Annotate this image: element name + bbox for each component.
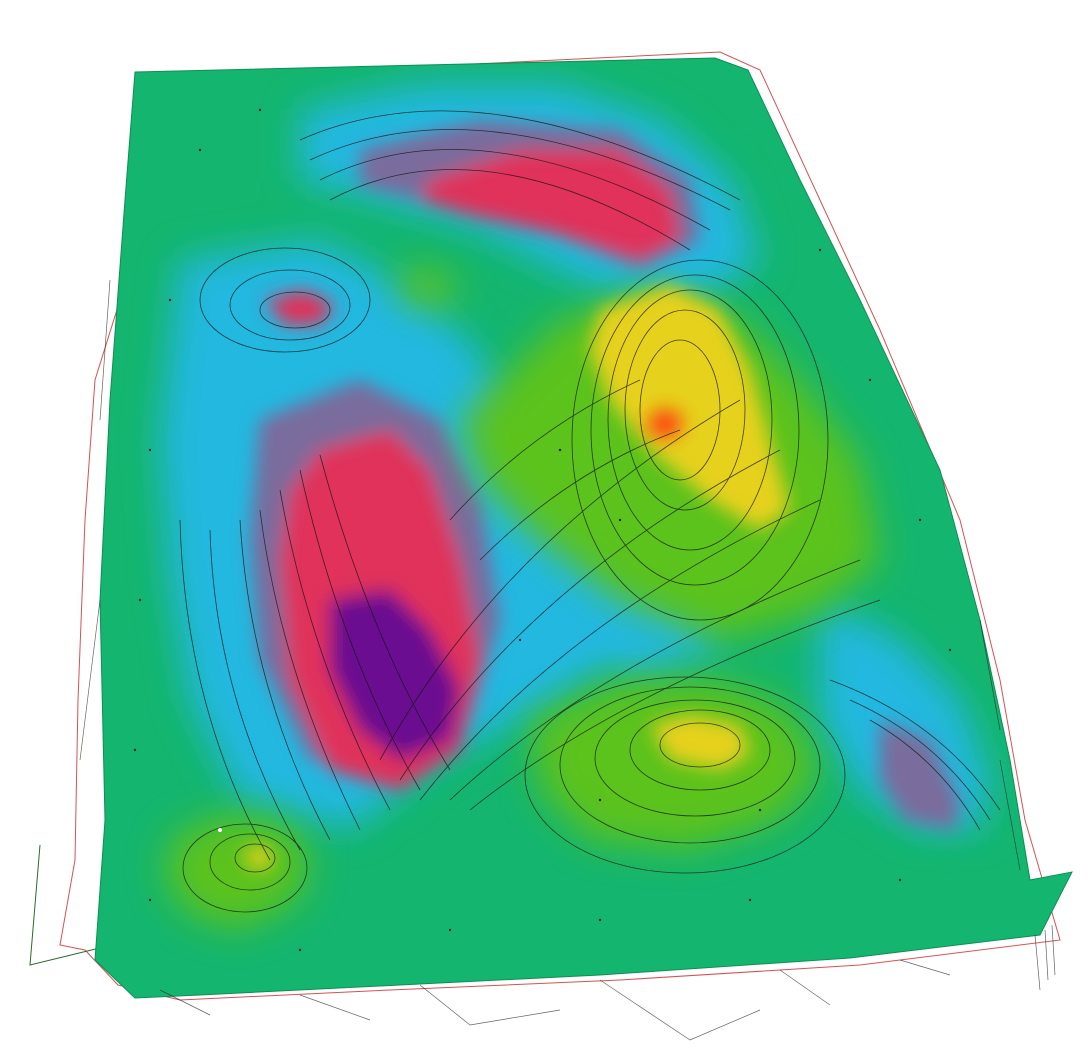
contour-lines (179, 110, 1001, 913)
west-pit (265, 290, 335, 325)
low-mid-centre (480, 520, 720, 680)
boundary-outline (59, 51, 1061, 1001)
east-peak (590, 285, 790, 530)
surface-edge (94, 57, 1073, 999)
boundary-stroke-left (29, 844, 113, 966)
north-ridge-depression (420, 150, 680, 260)
southwest-highland (165, 815, 310, 930)
north-knoll (395, 265, 460, 305)
central-trough (330, 590, 460, 760)
sample-points (133, 108, 952, 952)
low-east (880, 720, 960, 830)
southwest-mound (245, 845, 275, 870)
east-peak-summit (645, 408, 682, 440)
south-hill (650, 715, 750, 770)
low-mid-east (820, 600, 990, 830)
color-field (160, 85, 990, 930)
edge-whiskers (79, 279, 1056, 1041)
